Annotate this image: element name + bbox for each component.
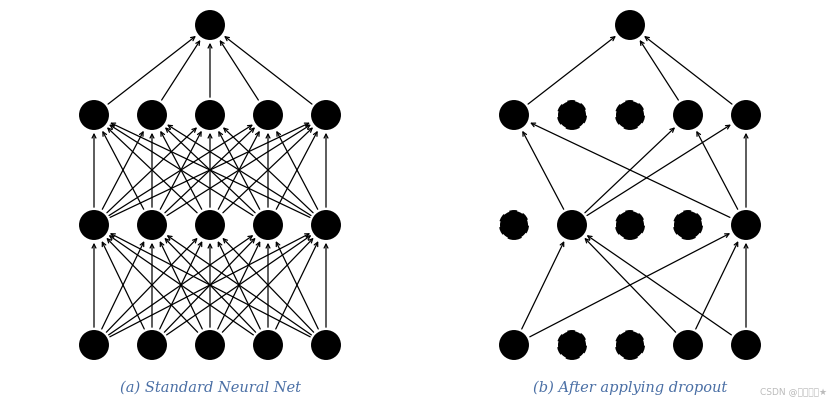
Circle shape xyxy=(196,211,224,239)
Circle shape xyxy=(558,331,586,359)
Circle shape xyxy=(80,331,108,359)
Circle shape xyxy=(616,211,644,239)
Circle shape xyxy=(674,211,702,239)
Circle shape xyxy=(254,101,282,129)
Circle shape xyxy=(138,331,166,359)
Circle shape xyxy=(196,331,224,359)
Circle shape xyxy=(732,331,760,359)
Circle shape xyxy=(196,11,224,39)
Circle shape xyxy=(196,101,224,129)
Circle shape xyxy=(80,211,108,239)
Text: (a) Standard Neural Net: (a) Standard Neural Net xyxy=(120,381,301,395)
Circle shape xyxy=(138,211,166,239)
Circle shape xyxy=(674,101,702,129)
Circle shape xyxy=(80,101,108,129)
Circle shape xyxy=(616,101,644,129)
Circle shape xyxy=(558,211,586,239)
Circle shape xyxy=(254,211,282,239)
Circle shape xyxy=(254,331,282,359)
Circle shape xyxy=(616,331,644,359)
Circle shape xyxy=(312,101,340,129)
Circle shape xyxy=(500,211,528,239)
Circle shape xyxy=(312,211,340,239)
Text: CSDN @与知冷煖★: CSDN @与知冷煖★ xyxy=(760,387,827,396)
Circle shape xyxy=(138,101,166,129)
Circle shape xyxy=(500,331,528,359)
Circle shape xyxy=(674,331,702,359)
Text: (b) After applying dropout: (b) After applying dropout xyxy=(533,381,727,395)
Circle shape xyxy=(312,331,340,359)
Circle shape xyxy=(500,101,528,129)
Circle shape xyxy=(558,101,586,129)
Circle shape xyxy=(732,101,760,129)
Circle shape xyxy=(732,211,760,239)
Circle shape xyxy=(616,11,644,39)
